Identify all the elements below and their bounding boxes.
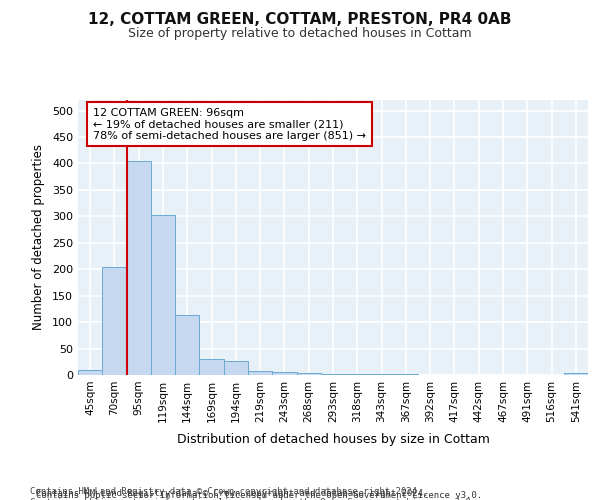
X-axis label: Distribution of detached houses by size in Cottam: Distribution of detached houses by size … — [176, 433, 490, 446]
Bar — [78, 370, 102, 375]
Bar — [127, 161, 151, 375]
Bar — [102, 266, 127, 375]
Text: 12 COTTAM GREEN: 96sqm
← 19% of detached houses are smaller (211)
78% of semi-de: 12 COTTAM GREEN: 96sqm ← 19% of detached… — [93, 108, 366, 140]
Bar — [151, 216, 175, 375]
Bar — [345, 374, 370, 375]
Text: Size of property relative to detached houses in Cottam: Size of property relative to detached ho… — [128, 28, 472, 40]
Bar — [394, 374, 418, 375]
Bar — [296, 373, 321, 375]
Text: 12, COTTAM GREEN, COTTAM, PRESTON, PR4 0AB: 12, COTTAM GREEN, COTTAM, PRESTON, PR4 0… — [88, 12, 512, 28]
Bar — [321, 374, 345, 375]
Bar — [370, 374, 394, 375]
Y-axis label: Number of detached properties: Number of detached properties — [32, 144, 45, 330]
Text: Contains HM Land Registry data © Crown copyright and database right 2024.
Contai: Contains HM Land Registry data © Crown c… — [30, 488, 476, 500]
Text: Contains HM Land Registry data © Crown copyright and database right 2024.: Contains HM Land Registry data © Crown c… — [36, 488, 428, 498]
Bar — [564, 373, 588, 375]
Bar — [175, 315, 199, 375]
Bar — [272, 372, 296, 375]
Bar — [199, 359, 224, 375]
Text: Contains public sector information licensed under the Open Government Licence v3: Contains public sector information licen… — [36, 491, 482, 500]
Bar — [248, 371, 272, 375]
Bar — [224, 360, 248, 375]
